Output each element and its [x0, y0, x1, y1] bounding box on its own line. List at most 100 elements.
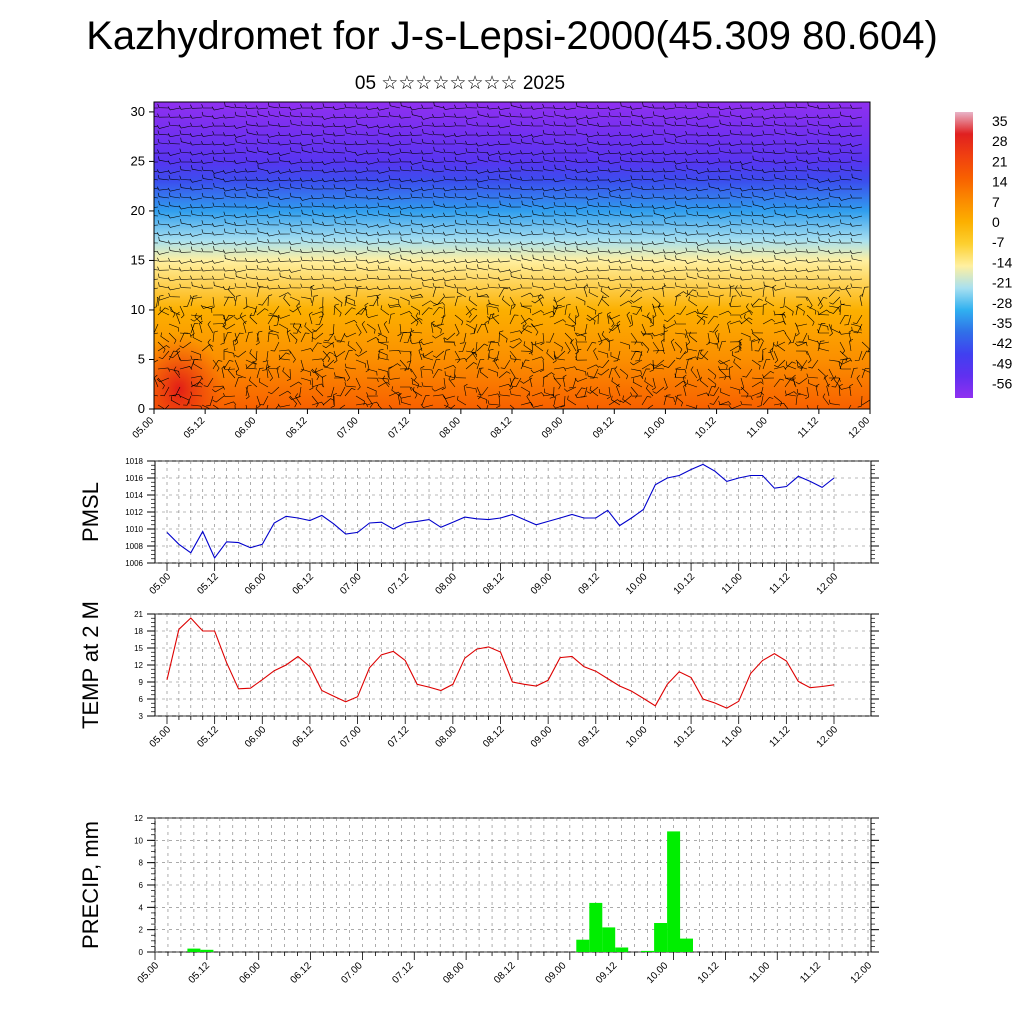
wind-barb: [564, 246, 577, 253]
precip-bar: [589, 902, 603, 952]
wind-barb: [652, 341, 660, 354]
wind-barb: [476, 395, 487, 404]
wind-barb: [413, 386, 423, 397]
wind-barb: [762, 396, 774, 406]
wind-barb: [751, 264, 764, 271]
wind-barb: [686, 289, 698, 298]
wind-barb: [699, 376, 709, 388]
wind-barb: [487, 175, 500, 181]
wind-barb: [211, 170, 225, 174]
y-tick-label: 0: [139, 948, 144, 957]
wind-barb: [849, 115, 863, 120]
wind-barb: [619, 165, 632, 172]
wind-barb: [200, 159, 214, 164]
x-tick-label: 07.00: [335, 415, 361, 441]
wind-barb: [179, 165, 192, 172]
wind-barb: [312, 147, 324, 154]
wind-barb: [794, 341, 808, 347]
wind-barb: [330, 395, 335, 408]
wind-barb: [344, 113, 357, 119]
wind-barb: [805, 286, 819, 291]
wind-barb: [201, 104, 213, 109]
wind-barb: [157, 149, 170, 154]
wind-barb: [684, 115, 698, 120]
wind-barb: [300, 368, 312, 377]
wind-barb: [574, 276, 588, 281]
wind-barb: [168, 332, 177, 344]
wind-barb: [717, 250, 731, 255]
wind-barb: [739, 115, 753, 120]
wind-barb: [289, 275, 301, 280]
y-axis-label: TEMP at 2 M: [78, 601, 103, 729]
y-tick-label: 9: [139, 678, 144, 687]
wind-barb: [850, 165, 863, 172]
wind-barb: [454, 350, 461, 363]
wind-barb: [773, 203, 786, 208]
colorbar-label: 28: [992, 133, 1008, 149]
x-tick-label: 06.12: [288, 960, 314, 986]
wind-barb: [442, 187, 456, 192]
wind-barb: [212, 275, 225, 280]
wind-barb: [675, 164, 687, 172]
wind-barb: [301, 264, 313, 271]
wind-barb: [442, 268, 456, 273]
y-axis-label: PMSL: [78, 482, 103, 542]
wind-barb: [851, 254, 863, 262]
wind-barb: [740, 131, 752, 136]
wind-barb: [674, 150, 687, 155]
wind-barb: [707, 194, 720, 199]
colorbar-label: 35: [992, 113, 1008, 129]
wind-barb: [597, 350, 609, 358]
wind-barb: [453, 258, 467, 263]
wind-barb: [839, 341, 846, 355]
wind-barb: [398, 178, 412, 182]
wind-barb: [697, 272, 709, 280]
colorbar-label: 0: [992, 214, 1000, 230]
wind-barb: [154, 143, 159, 146]
wind-barb: [245, 305, 257, 313]
wind-barb: [322, 359, 335, 368]
wind-barb: [432, 192, 445, 199]
wind-barb: [718, 340, 727, 352]
wind-barb: [508, 377, 513, 391]
wind-barb: [332, 277, 346, 282]
x-tick-label: 09.12: [591, 415, 617, 441]
wind-barb: [769, 347, 775, 361]
wind-barb: [652, 386, 665, 394]
wind-barb: [553, 157, 566, 163]
wind-barb: [718, 168, 731, 173]
wind-barb: [200, 259, 214, 264]
wind-barb: [729, 341, 742, 346]
wind-barb: [422, 129, 434, 136]
wind-barb: [508, 214, 522, 219]
wind-barb: [849, 383, 854, 397]
wind-barb: [607, 178, 621, 183]
wind-barb: [465, 307, 478, 316]
wind-barb: [420, 341, 434, 346]
wind-barb: [222, 114, 236, 119]
wind-barb: [486, 204, 500, 209]
wind-barb: [719, 111, 731, 118]
wind-barb: [311, 401, 325, 406]
wind-barb: [640, 114, 654, 119]
wind-barb: [223, 348, 228, 360]
wind-barb: [454, 373, 467, 379]
wind-barb: [674, 266, 687, 271]
wind-barb: [222, 142, 236, 147]
wind-barb: [431, 213, 445, 218]
wind-barb: [817, 120, 830, 127]
wind-barb: [674, 194, 687, 199]
wind-barb: [586, 364, 600, 370]
wind-barb: [773, 321, 787, 325]
y-tick-label: 25: [131, 153, 145, 168]
wind-barb: [278, 292, 292, 298]
wind-barb: [839, 314, 849, 325]
wind-barb: [509, 341, 522, 349]
wind-barb: [498, 287, 508, 298]
wind-barb: [354, 151, 368, 156]
wind-barb: [278, 239, 291, 244]
wind-barb: [730, 314, 742, 319]
wind-barb: [688, 331, 698, 343]
wind-barb: [398, 195, 412, 200]
wind-barb: [322, 283, 335, 289]
